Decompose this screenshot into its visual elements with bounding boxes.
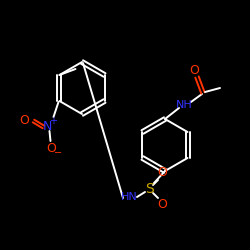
Text: HN: HN: [120, 192, 138, 202]
Text: O: O: [189, 64, 199, 76]
Text: O: O: [20, 114, 30, 126]
Text: +: +: [50, 116, 58, 126]
Text: O: O: [157, 198, 167, 211]
Text: −: −: [54, 148, 62, 158]
Text: O: O: [46, 142, 56, 154]
Text: NH: NH: [176, 100, 192, 110]
Text: N: N: [43, 120, 52, 134]
Text: O: O: [157, 166, 167, 179]
Text: S: S: [144, 182, 154, 196]
